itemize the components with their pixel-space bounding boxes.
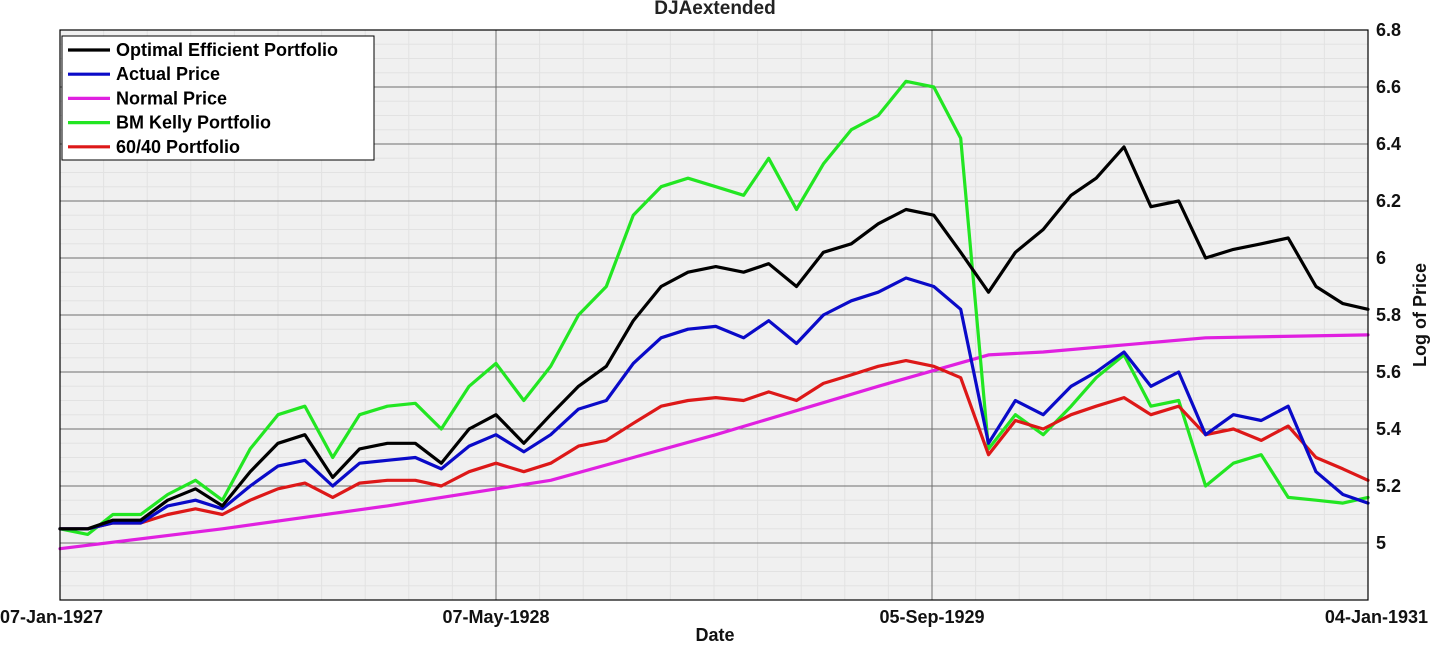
series-line-3 (58, 79, 1370, 537)
x-tick-label: 07-May-1928 (442, 607, 549, 627)
y-tick-label: 5.6 (1376, 362, 1401, 382)
y-axis-label: Log of Price (1410, 263, 1430, 367)
x-tick-label: 07-Jan-1927 (0, 607, 103, 627)
legend-entry-label: Normal Price (116, 88, 227, 108)
series-line-4 (58, 359, 1370, 531)
y-tick-label: 6.2 (1376, 191, 1401, 211)
legend-box (61, 35, 375, 161)
x-axis-label: Date (695, 625, 734, 645)
y-tick-label: 5.8 (1376, 305, 1401, 325)
chart-title: DJAextended (654, 0, 775, 19)
y-tick-label: 5.2 (1376, 476, 1401, 496)
legend-entry-label: Actual Price (116, 64, 220, 84)
y-tick-label: 5 (1376, 533, 1386, 553)
x-tick-label: 05-Sep-1929 (879, 607, 984, 627)
tick-labels: 5 5.2 5.4 5.6 5.8 6 6.2 6.4 6.6 6.8 07-Jan-1927 07-… (0, 20, 1428, 627)
y-tick-label: 6 (1376, 248, 1386, 268)
x-tick-label: 04-Jan-1931 (1325, 607, 1428, 627)
legend-entry-label: 60/40 Portfolio (116, 137, 240, 157)
y-tick-label: 6.4 (1376, 134, 1401, 154)
series-layer (58, 79, 1370, 551)
series-line-0 (58, 145, 1370, 531)
legend-entry-label: Optimal Efficient Portfolio (116, 40, 338, 60)
y-tick-label: 5.4 (1376, 419, 1401, 439)
legend: Optimal Efficient Portfolio Actual Price N… (61, 35, 375, 161)
plot-frame (59, 29, 1369, 601)
y-tick-label: 6.6 (1376, 77, 1401, 97)
y-tick-label: 6.8 (1376, 20, 1401, 40)
series-line-1 (58, 276, 1370, 531)
series-line-2 (58, 333, 1370, 551)
legend-entry-label: BM Kelly Portfolio (116, 113, 271, 133)
